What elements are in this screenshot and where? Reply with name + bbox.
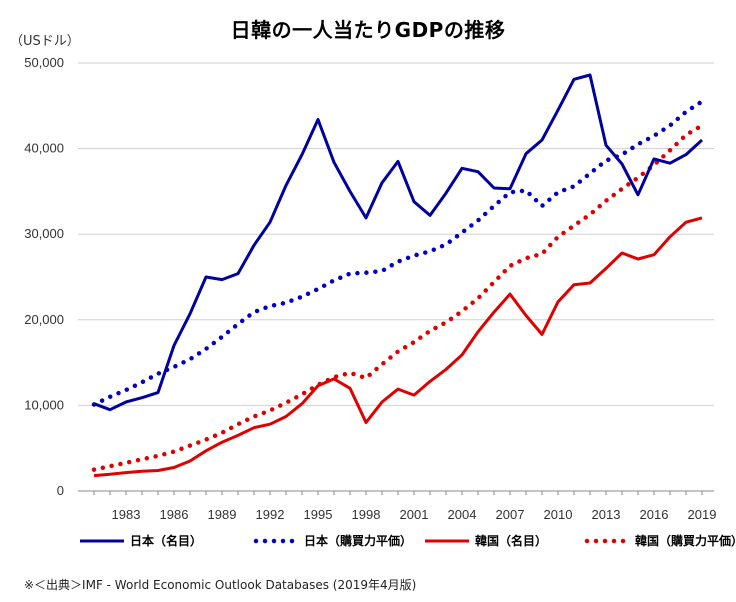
legend: 日本（名目） 日本（購買力平価） 韓国（名目） 韓国（購買力平価） <box>80 533 736 548</box>
series-line-2 <box>93 216 703 478</box>
y-tick-label: 0 <box>57 483 64 498</box>
gridlines <box>78 62 714 406</box>
legend-label: 韓国（購買力平価） <box>635 533 736 548</box>
y-tick-label: 30,000 <box>24 226 64 241</box>
y-tick-label: 40,000 <box>24 141 64 156</box>
y-axis-unit-label: （USドル） <box>10 34 80 49</box>
x-tick-label: 2019 <box>688 507 717 522</box>
x-tick-label: 2010 <box>544 507 573 522</box>
chart-title: 日韓の一人当たりGDPの推移 <box>230 18 506 42</box>
x-tick-label: 1995 <box>304 507 333 522</box>
legend-label: 日本（名目） <box>130 533 202 548</box>
legend-label: 韓国（名目） <box>475 533 547 548</box>
axes: 0 10,000 20,000 30,000 40,000 50,000 1983 1986 1… <box>24 55 716 522</box>
x-tick-label: 1998 <box>352 507 381 522</box>
series-layer <box>91 73 705 478</box>
series-line-3 <box>91 123 705 472</box>
x-tick-label: 2001 <box>400 507 429 522</box>
x-tick-label: 1983 <box>112 507 141 522</box>
series-line-0 <box>93 73 704 412</box>
y-tick-label: 20,000 <box>24 312 64 327</box>
x-tick-label: 2013 <box>592 507 621 522</box>
y-tick-label: 10,000 <box>24 397 64 412</box>
legend-label: 日本（購買力平価） <box>304 533 412 548</box>
x-tick-label: 1989 <box>208 507 237 522</box>
series-line-1 <box>91 99 705 407</box>
source-note: ※＜出典＞IMF - World Economic Outlook Databa… <box>24 578 417 592</box>
y-tick-label: 50,000 <box>24 55 64 70</box>
x-tick-label: 1986 <box>160 507 189 522</box>
x-tick-label: 2004 <box>448 507 477 522</box>
x-tick-label: 2007 <box>496 507 525 522</box>
x-tick-label: 2016 <box>640 507 669 522</box>
x-tick-label: 1992 <box>256 507 285 522</box>
